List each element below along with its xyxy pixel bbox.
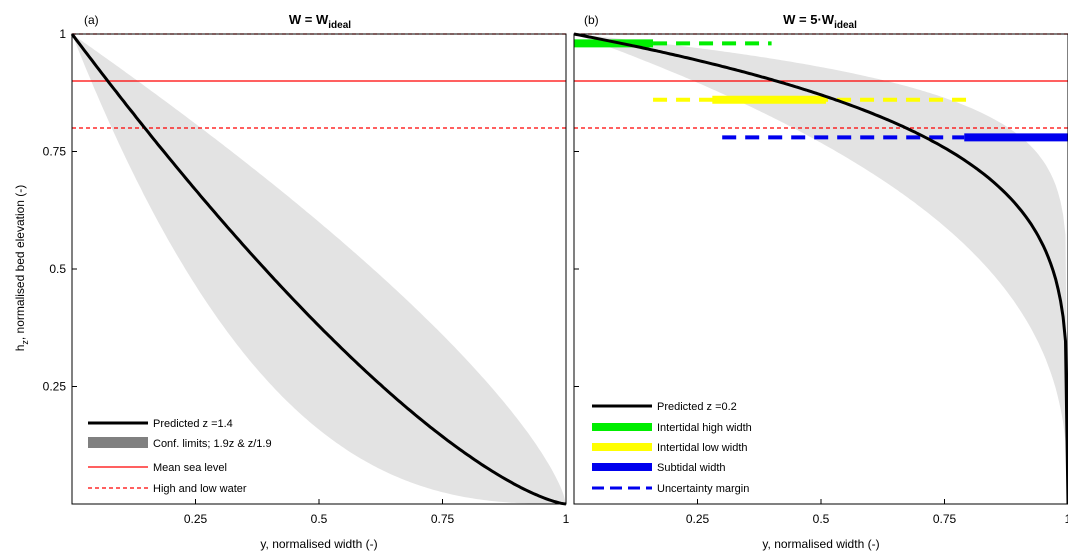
b-x-axis-label: y, normalised width (-) — [762, 537, 879, 551]
b-x-tick-label-0: 0.25 — [686, 512, 710, 526]
a-panel-label: (a) — [84, 13, 99, 27]
b-confidence-band — [574, 34, 1068, 504]
b-predicted-curve — [573, 32, 1068, 505]
b-legend: Predicted z =0.2 Intertidal high width I… — [592, 401, 752, 495]
b-predicted-line — [573, 32, 1068, 505]
a-title-subscript: ideal — [328, 20, 351, 31]
a-y-tick-label-3: 1 — [59, 27, 66, 41]
b-x-tick-label-3: 1 — [1065, 512, 1068, 526]
a-x-axis-label: y, normalised width (-) — [260, 537, 377, 551]
panel-b: 0.25 0.5 0.75 1 (b) W = 5·Wideal y, normali… — [573, 12, 1068, 551]
a-axes-frame — [71, 33, 567, 505]
b-y-ticks — [574, 33, 579, 387]
b-legend-label-subtidal: Subtidal width — [657, 462, 726, 474]
a-y-tick-label-2: 0.75 — [43, 145, 67, 159]
b-panel-label: (b) — [584, 13, 599, 27]
a-band-area — [72, 34, 566, 504]
a-x-tick-label-0: 0.25 — [184, 512, 208, 526]
a-x-tick-label-2: 0.75 — [431, 512, 455, 526]
a-y-ticks: 0.25 0.5 0.75 1 — [43, 27, 77, 394]
b-legend-label-predicted: Predicted z =0.2 — [657, 401, 737, 413]
panel-a: 0.25 0.5 0.75 1 0.25 0.5 0.75 1 (a) W = Wideal… — [13, 12, 570, 551]
a-x-tick-label-1: 0.5 — [311, 512, 328, 526]
a-legend-label-msl: Mean sea level — [153, 462, 227, 474]
b-x-ticks: 0.25 0.5 0.75 1 — [686, 499, 1068, 526]
a-predicted-line — [70, 33, 567, 506]
b-legend-label-int-low: Intertidal low width — [657, 442, 748, 454]
a-y-tick-label-0: 0.25 — [43, 380, 67, 394]
a-confidence-band — [72, 34, 566, 504]
a-x-ticks: 0.25 0.5 0.75 1 — [184, 499, 570, 526]
b-axes-frame — [573, 33, 1068, 505]
b-legend-label-int-high: Intertidal high width — [657, 422, 752, 434]
a-legend: Predicted z =1.4 Conf. limits; 1.9z & z/… — [88, 418, 272, 495]
b-x-tick-label-2: 0.75 — [933, 512, 957, 526]
a-predicted-curve — [70, 33, 567, 506]
a-legend-swatch-conf — [88, 437, 148, 448]
b-legend-label-uncertainty: Uncertainty margin — [657, 483, 749, 495]
b-x-tick-label-1: 0.5 — [813, 512, 830, 526]
a-legend-label-conf: Conf. limits; 1.9z & z/1.9 — [153, 438, 272, 450]
y-axis-label: hz, normalised bed elevation (-) — [13, 185, 30, 352]
b-band-area — [574, 34, 1068, 504]
a-legend-label-predicted: Predicted z =1.4 — [153, 418, 233, 430]
b-width-markers — [574, 39, 1068, 142]
a-legend-label-water: High and low water — [153, 483, 247, 495]
a-title: W = Wideal — [289, 12, 351, 31]
a-y-tick-label-1: 0.5 — [49, 262, 66, 276]
b-title-subscript: ideal — [834, 20, 857, 31]
b-title: W = 5·Wideal — [783, 12, 857, 31]
a-x-tick-label-3: 1 — [563, 512, 570, 526]
